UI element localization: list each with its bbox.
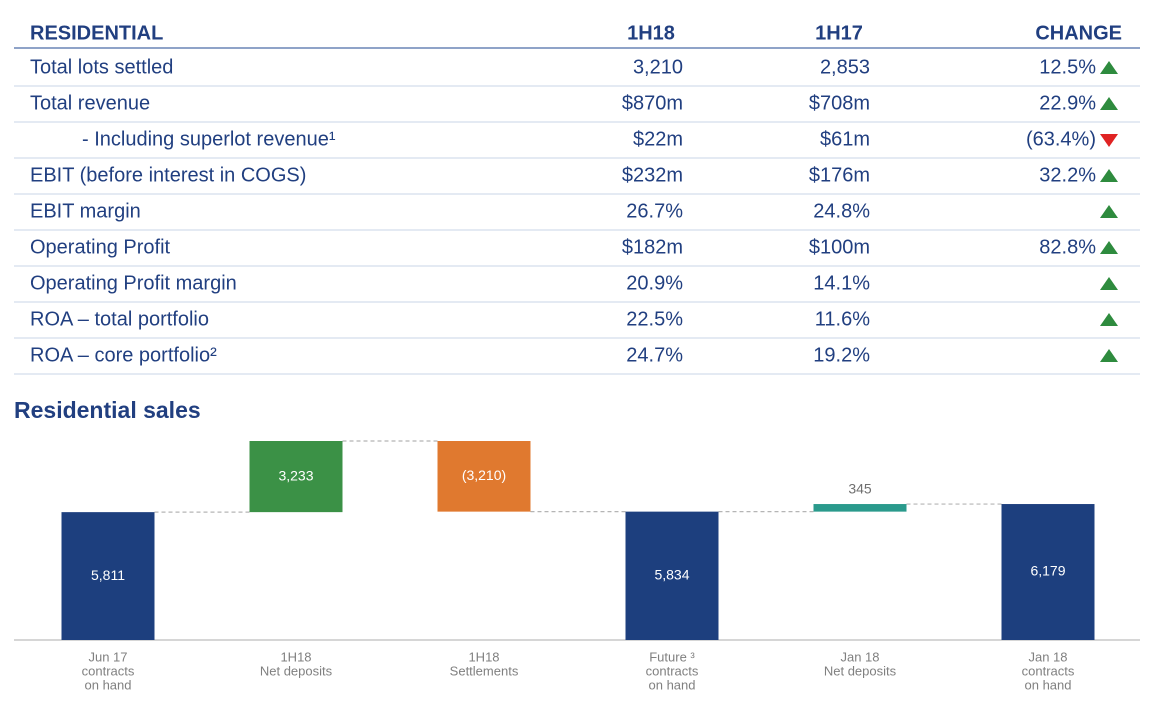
x-tick-label: Jan 18 [840, 649, 879, 664]
row-label: EBIT (before interest in COGS) [30, 164, 306, 186]
x-tick-label: Net deposits [260, 663, 333, 678]
bar [437, 441, 531, 512]
arrow-up [1100, 313, 1118, 326]
x-tick-label: Jan 18 [1028, 649, 1067, 664]
value-label: 345 [848, 481, 872, 497]
cell: $100m [809, 236, 870, 258]
cell: 24.8% [813, 200, 870, 222]
bar [1001, 504, 1095, 640]
x-tick-label: Jun 17 [88, 649, 127, 664]
cell: $61m [820, 128, 870, 150]
table-header: 1H17 [815, 22, 863, 44]
cell: 2,853 [820, 56, 870, 78]
cell: 26.7% [626, 200, 683, 222]
x-tick-label: Future ³ [649, 649, 695, 664]
cell: $870m [622, 92, 683, 114]
x-tick-label: 1H18 [280, 649, 311, 664]
cell: 20.9% [626, 272, 683, 294]
x-tick-label: on hand [1025, 677, 1072, 692]
cell: 14.1% [813, 272, 870, 294]
cell: $22m [633, 128, 683, 150]
arrow-up [1100, 205, 1118, 218]
arrow-down [1100, 134, 1118, 147]
value-label: 5,811 [91, 567, 125, 583]
arrow-up [1100, 61, 1118, 74]
cell: 24.7% [626, 344, 683, 366]
arrow-up [1100, 349, 1118, 362]
x-tick-label: contracts [646, 663, 699, 678]
cell: 19.2% [813, 344, 870, 366]
bar [625, 511, 719, 640]
x-tick-label: contracts [1022, 663, 1075, 678]
arrow-up [1100, 277, 1118, 290]
row-label: Total revenue [30, 92, 150, 114]
x-tick-label: Settlements [450, 663, 519, 678]
row-label: ROA – core portfolio² [30, 344, 217, 366]
bar [249, 441, 343, 513]
value-label: (3,210) [462, 467, 506, 483]
cell: 22.5% [626, 308, 683, 330]
cell: 82.8% [1039, 236, 1096, 258]
value-label: 6,179 [1030, 563, 1065, 579]
cell: 32.2% [1039, 164, 1096, 186]
cell: 22.9% [1039, 92, 1096, 114]
bar [61, 512, 155, 640]
value-label: 3,233 [278, 467, 313, 483]
table-header: RESIDENTIAL [30, 22, 163, 44]
row-label: ROA – total portfolio [30, 308, 209, 330]
arrow-up [1100, 241, 1118, 254]
cell: $708m [809, 92, 870, 114]
bar [813, 504, 907, 512]
cell: 12.5% [1039, 56, 1096, 78]
table-header: 1H18 [627, 22, 675, 44]
x-tick-label: 1H18 [468, 649, 499, 664]
row-label: Operating Profit [30, 236, 171, 258]
cell: $232m [622, 164, 683, 186]
x-tick-label: Net deposits [824, 663, 897, 678]
cell: $176m [809, 164, 870, 186]
arrow-up [1100, 169, 1118, 182]
x-tick-label: contracts [82, 663, 135, 678]
row-label: Operating Profit margin [30, 272, 237, 294]
value-label: 5,834 [654, 567, 689, 583]
row-label: EBIT margin [30, 200, 141, 222]
cell: 3,210 [633, 56, 683, 78]
row-label: - Including superlot revenue¹ [82, 128, 336, 150]
chart-title: Residential sales [14, 397, 201, 423]
table-header: CHANGE [1035, 22, 1122, 44]
row-label: Total lots settled [30, 56, 173, 78]
cell: $182m [622, 236, 683, 258]
cell: (63.4%) [1026, 128, 1096, 150]
x-tick-label: on hand [85, 677, 132, 692]
arrow-up [1100, 97, 1118, 110]
x-tick-label: on hand [649, 677, 696, 692]
cell: 11.6% [815, 308, 870, 330]
